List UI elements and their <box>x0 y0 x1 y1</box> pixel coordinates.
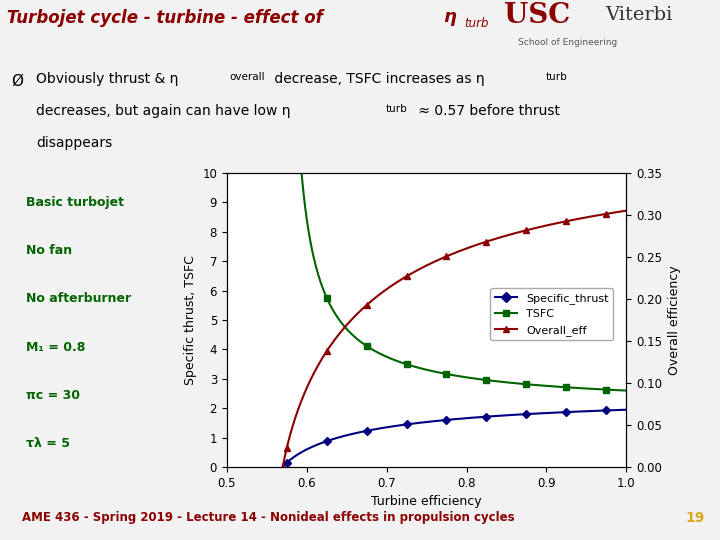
Text: turb: turb <box>464 17 489 30</box>
Y-axis label: Specific thrust, TSFC: Specific thrust, TSFC <box>184 255 197 385</box>
Text: M₁ = 0.8: M₁ = 0.8 <box>26 341 85 354</box>
Text: overall: overall <box>229 71 264 82</box>
Text: τλ = 5: τλ = 5 <box>26 437 70 450</box>
Text: Basic turbojet: Basic turbojet <box>26 195 124 209</box>
Text: No fan: No fan <box>26 244 72 257</box>
Text: USC: USC <box>504 2 570 29</box>
Text: School of Engineering: School of Engineering <box>518 38 618 46</box>
Y-axis label: Overall efficiency: Overall efficiency <box>667 265 680 375</box>
Legend: Specific_thrust, TSFC, Overall_eff: Specific_thrust, TSFC, Overall_eff <box>490 288 613 340</box>
Text: πc = 30: πc = 30 <box>26 389 80 402</box>
Text: turb: turb <box>385 104 407 114</box>
Text: Ø: Ø <box>11 73 23 89</box>
Text: decrease, TSFC increases as η: decrease, TSFC increases as η <box>270 71 485 85</box>
Text: Viterbi: Viterbi <box>605 6 672 24</box>
Text: decreases, but again can have low η: decreases, but again can have low η <box>36 104 290 118</box>
Text: ≈ 0.57 before thrust: ≈ 0.57 before thrust <box>414 104 560 118</box>
X-axis label: Turbine efficiency: Turbine efficiency <box>372 495 482 508</box>
Text: turb: turb <box>546 71 567 82</box>
Text: η: η <box>443 8 456 26</box>
Text: AME 436 - Spring 2019 - Lecture 14 - Nonideal effects in propulsion cycles: AME 436 - Spring 2019 - Lecture 14 - Non… <box>22 511 514 524</box>
Text: disappears: disappears <box>36 136 112 150</box>
Text: Obviously thrust & η: Obviously thrust & η <box>36 71 179 85</box>
Text: Turbojet cycle - turbine - effect of: Turbojet cycle - turbine - effect of <box>7 9 329 27</box>
Text: 19: 19 <box>685 511 704 525</box>
Text: No afterburner: No afterburner <box>26 292 131 305</box>
